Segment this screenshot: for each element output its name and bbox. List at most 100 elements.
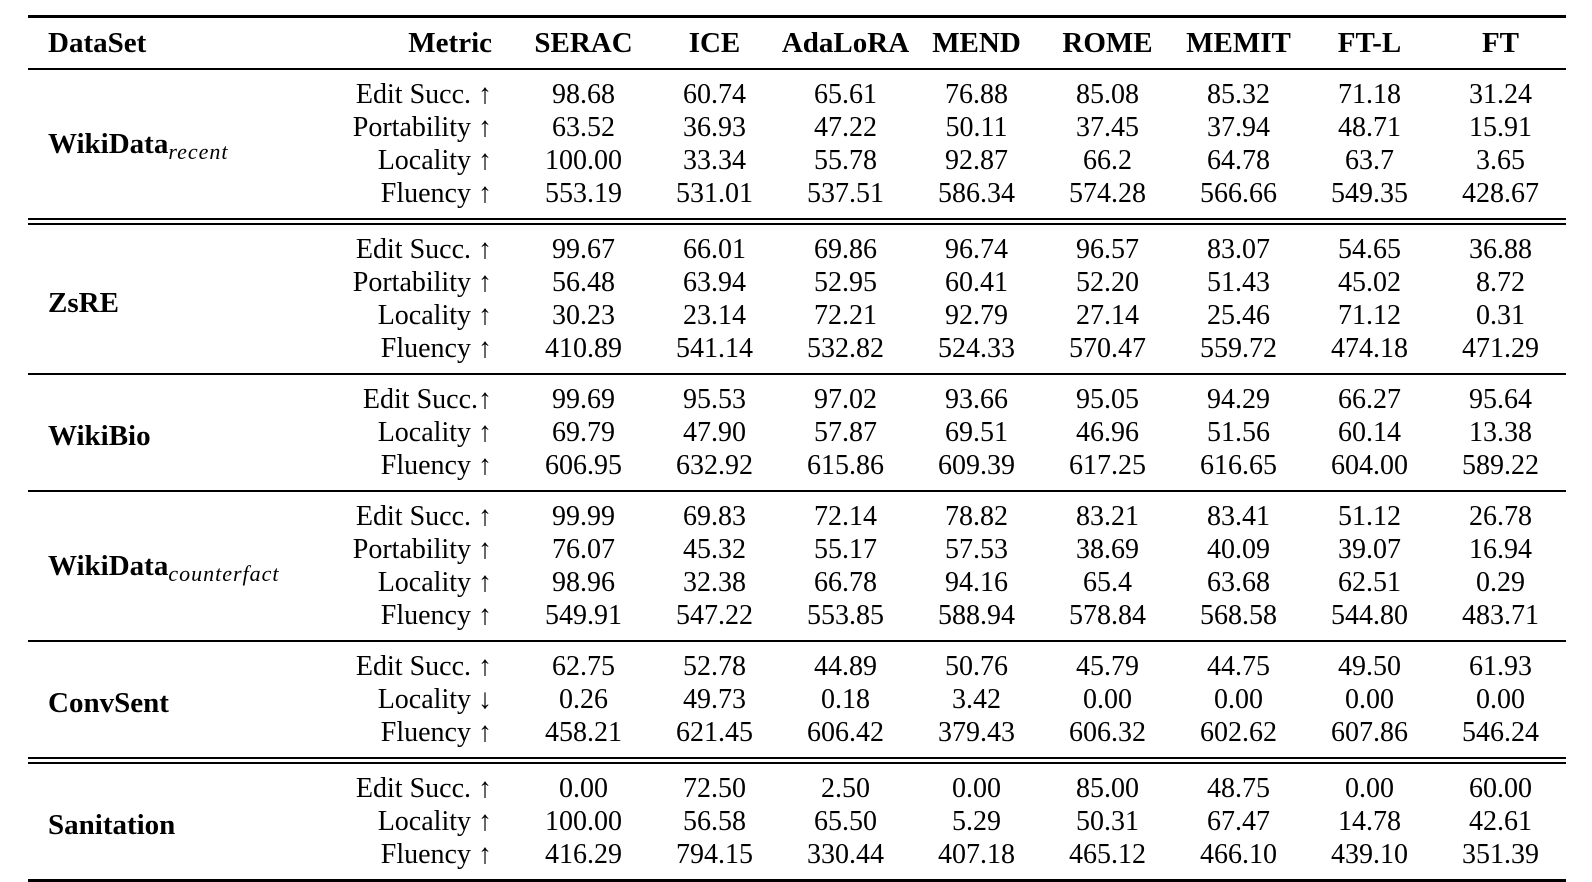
value-cell: 72.50: [683, 773, 746, 804]
value-cell: 62.51: [1338, 567, 1401, 598]
value-cell: 794.15: [676, 839, 753, 870]
value-cell: 92.87: [945, 145, 1008, 176]
value-cell: 566.66: [1200, 178, 1277, 209]
value-cell: 63.68: [1207, 567, 1270, 598]
table-row: Locality ↑ 69.79 47.90 57.87 69.51 46.96 51.56…: [28, 416, 1566, 449]
value-cell: 45.79: [1076, 651, 1139, 682]
value-cell: 92.79: [945, 300, 1008, 331]
header-method-mend: MEND: [911, 16, 1042, 70]
value-cell: 379.43: [938, 717, 1015, 748]
value-cell: 26.78: [1469, 501, 1532, 532]
value-cell: 99.67: [552, 234, 615, 265]
value-cell: 44.89: [814, 651, 877, 682]
value-cell: 44.75: [1207, 651, 1270, 682]
value-cell: 32.38: [683, 567, 746, 598]
dataset-name: ZsRE: [48, 286, 119, 319]
value-cell: 27.14: [1076, 300, 1139, 331]
value-cell: 532.82: [807, 333, 884, 364]
value-cell: 45.02: [1338, 267, 1401, 298]
value-cell: 8.72: [1476, 267, 1525, 298]
value-cell: 13.38: [1469, 417, 1532, 448]
value-cell: 14.78: [1338, 806, 1401, 837]
value-cell: 541.14: [676, 333, 753, 364]
value-cell: 0.00: [1345, 773, 1394, 804]
dataset-label: ConvSent: [28, 642, 328, 758]
value-cell: 36.93: [683, 112, 746, 143]
value-cell: 67.47: [1207, 806, 1270, 837]
value-cell: 69.83: [683, 501, 746, 532]
value-cell: 93.66: [945, 384, 1008, 415]
dataset-name: ConvSent: [48, 687, 169, 719]
header-method-serac: SERAC: [518, 16, 649, 70]
dataset-label: WikiBio: [28, 375, 328, 491]
value-cell: 607.86: [1331, 717, 1408, 748]
value-cell: 471.29: [1462, 333, 1539, 364]
table-row: Fluency ↑ 410.89 541.14 532.82 524.33 570.47 5…: [28, 332, 1566, 374]
value-cell: 48.75: [1207, 773, 1270, 804]
value-cell: 71.18: [1338, 79, 1401, 110]
value-cell: 45.32: [683, 534, 746, 565]
value-cell: 54.65: [1338, 234, 1401, 265]
header-method-adalora: AdaLoRA: [780, 16, 911, 70]
value-cell: 570.47: [1069, 333, 1146, 364]
header-method-rome: ROME: [1042, 16, 1173, 70]
value-cell: 66.01: [683, 234, 746, 265]
value-cell: 50.76: [945, 651, 1008, 682]
value-cell: 609.39: [938, 450, 1015, 481]
value-cell: 617.25: [1069, 450, 1146, 481]
value-cell: 30.23: [552, 300, 615, 331]
value-cell: 588.94: [938, 600, 1015, 631]
table-body: WikiDatarecent Edit Succ. ↑ 98.68 60.74 65.6…: [28, 69, 1566, 881]
value-cell: 49.73: [683, 684, 746, 715]
value-cell: 69.86: [814, 234, 877, 265]
dataset-label: Sanitation: [28, 763, 328, 881]
table-row: WikiDatarecent Edit Succ. ↑ 98.68 60.74 65.6…: [28, 69, 1566, 164]
value-cell: 94.29: [1207, 384, 1270, 415]
value-cell: 5.29: [952, 806, 1001, 837]
header-method-ft: FT: [1435, 16, 1566, 70]
metric-label: Fluency ↑: [380, 600, 492, 631]
group-separator: [28, 757, 1566, 764]
value-cell: 578.84: [1069, 600, 1146, 631]
table-row: ConvSent Edit Succ. ↑ 62.75 52.78 44.89 50.76…: [28, 642, 1566, 719]
value-cell: 71.12: [1338, 300, 1401, 331]
value-cell: 83.07: [1207, 234, 1270, 265]
value-cell: 98.68: [552, 79, 615, 110]
metric-label: Locality ↑: [377, 300, 492, 331]
value-cell: 546.24: [1462, 717, 1539, 748]
value-cell: 31.24: [1469, 79, 1532, 110]
value-cell: 55.17: [814, 534, 877, 565]
header-method-ftl: FT-L: [1304, 16, 1435, 70]
metric-label: Edit Succ. ↑: [355, 651, 492, 682]
value-cell: 83.21: [1076, 501, 1139, 532]
value-cell: 100.00: [545, 145, 622, 176]
value-cell: 0.00: [1345, 684, 1394, 715]
value-cell: 51.12: [1338, 501, 1401, 532]
value-cell: 69.51: [945, 417, 1008, 448]
table-row: Fluency ↑ 549.91 547.22 553.85 588.94 578.84 5…: [28, 599, 1566, 641]
value-cell: 85.32: [1207, 79, 1270, 110]
value-cell: 23.14: [683, 300, 746, 331]
value-cell: 547.22: [676, 600, 753, 631]
value-cell: 60.74: [683, 79, 746, 110]
value-cell: 549.91: [545, 600, 622, 631]
value-cell: 66.78: [814, 567, 877, 598]
value-cell: 621.45: [676, 717, 753, 748]
value-cell: 95.53: [683, 384, 746, 415]
value-cell: 38.69: [1076, 534, 1139, 565]
value-cell: 25.46: [1207, 300, 1270, 331]
table-row: Locality ↓ 0.26 49.73 0.18 3.42 0.00 0.00 0.00 0…: [28, 683, 1566, 716]
dataset-label: WikiDatacounterfact: [28, 492, 328, 641]
value-cell: 606.95: [545, 450, 622, 481]
value-cell: 62.75: [552, 651, 615, 682]
table-row: Portability ↑ 63.52 36.93 47.22 50.11 37.45 37…: [28, 111, 1566, 144]
table-row: Locality ↑ 100.00 56.58 65.50 5.29 50.31 67.47…: [28, 805, 1566, 838]
value-cell: 458.21: [545, 717, 622, 748]
value-cell: 16.94: [1469, 534, 1532, 565]
value-cell: 72.21: [814, 300, 877, 331]
separator-line: [28, 757, 1566, 764]
value-cell: 56.48: [552, 267, 615, 298]
value-cell: 55.78: [814, 145, 877, 176]
value-cell: 69.79: [552, 417, 615, 448]
value-cell: 0.18: [821, 684, 870, 715]
